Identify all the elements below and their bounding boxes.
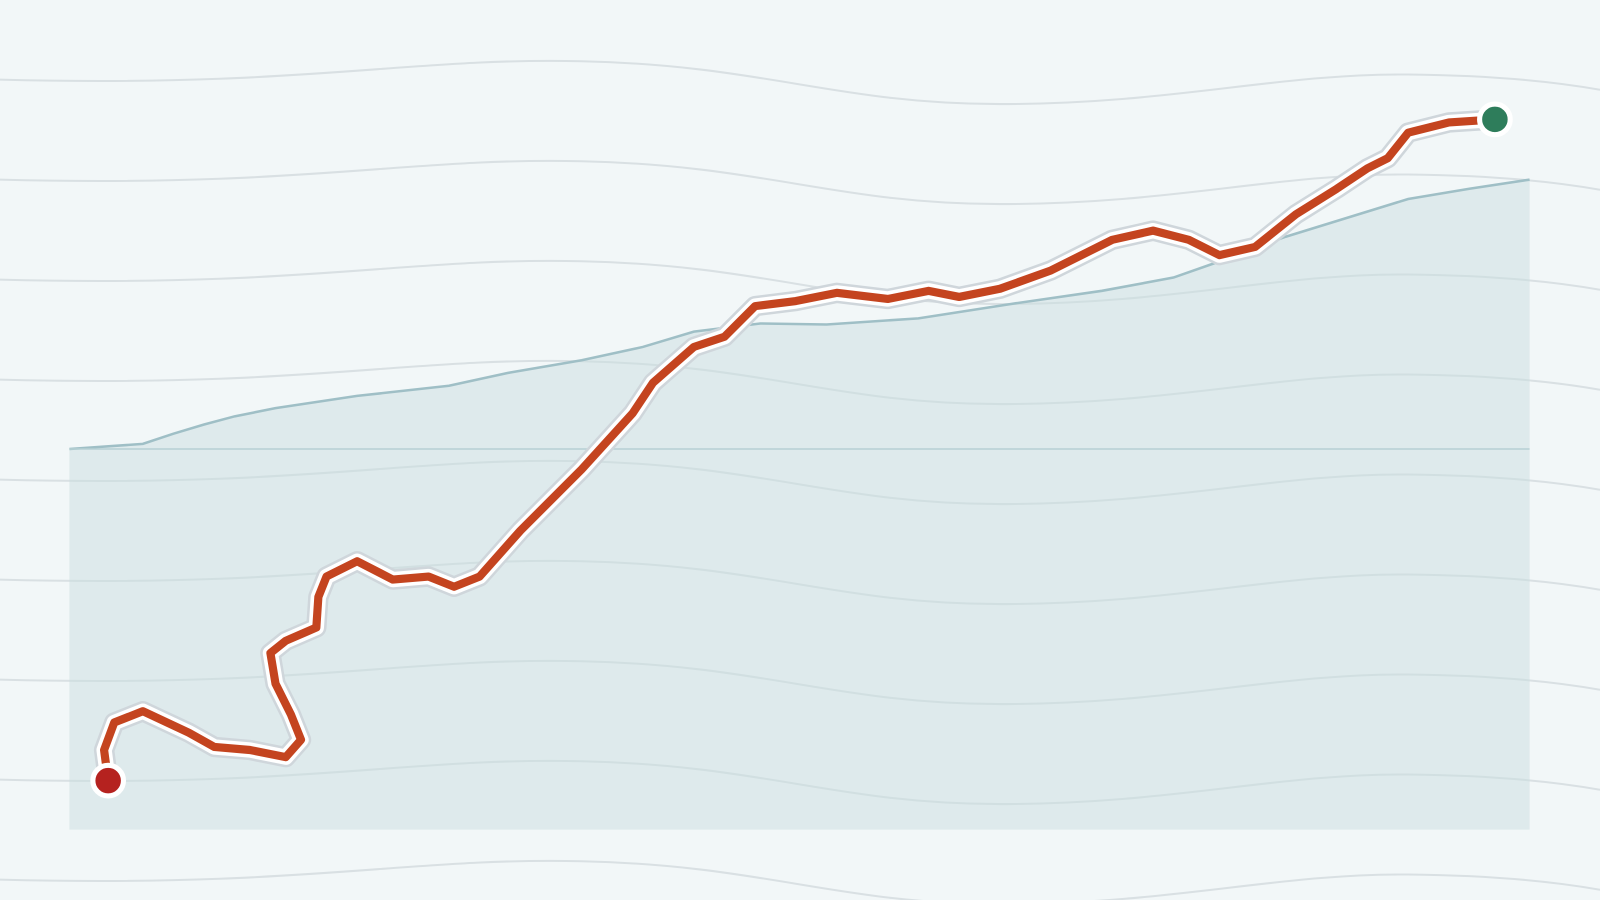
route-line (100, 115, 1499, 785)
contour-line (0, 59, 1600, 106)
contour-line (0, 159, 1600, 206)
end-marker[interactable] (1477, 101, 1513, 138)
profile-area (69, 179, 1530, 830)
start-marker[interactable] (90, 762, 127, 799)
contour-line (0, 859, 1600, 900)
route (93, 109, 1506, 791)
